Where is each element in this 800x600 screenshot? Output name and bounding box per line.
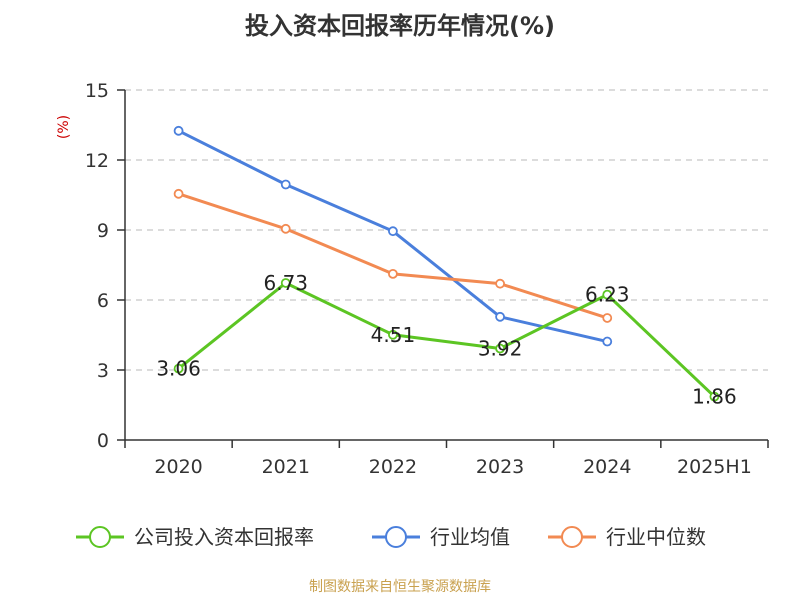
data-point bbox=[280, 278, 291, 288]
data-point bbox=[173, 188, 184, 199]
data-point bbox=[495, 343, 505, 354]
data-point bbox=[495, 278, 505, 289]
y-tick-label: 3 bbox=[97, 360, 109, 382]
x-tick-label: 2020 bbox=[154, 456, 202, 478]
legend: 公司投入资本回报率 行业均值 行业中位数 bbox=[76, 525, 706, 549]
chart-title: 投入资本回报率历年情况(%) bbox=[245, 12, 555, 40]
series-line bbox=[178, 192, 608, 320]
data-point bbox=[602, 336, 613, 347]
y-tick-label: 12 bbox=[85, 150, 109, 172]
data-label: 3.06 bbox=[156, 357, 201, 381]
legend-label: 行业均值 bbox=[430, 525, 510, 549]
legend-item[interactable]: 公司投入资本回报率 bbox=[76, 525, 314, 549]
data-label: 6.23 bbox=[585, 283, 630, 307]
data-label: 4.51 bbox=[371, 323, 416, 347]
legend-label: 行业中位数 bbox=[606, 525, 706, 549]
x-tick-label: 2022 bbox=[369, 456, 417, 478]
legend-item[interactable]: 行业均值 bbox=[372, 525, 510, 549]
data-point bbox=[602, 289, 613, 300]
y-tick-label: 9 bbox=[97, 220, 109, 242]
x-tick-label: 2023 bbox=[476, 456, 524, 478]
data-point bbox=[709, 391, 720, 402]
grid-lines bbox=[125, 89, 768, 371]
y-axis-unit: (%) bbox=[56, 115, 72, 139]
data-point bbox=[173, 363, 184, 374]
y-tick-label: 6 bbox=[97, 290, 109, 312]
y-tick-label: 15 bbox=[85, 80, 109, 102]
data-point bbox=[388, 329, 398, 340]
data-label: 6.73 bbox=[263, 271, 308, 295]
data-point bbox=[602, 313, 613, 323]
x-tick-label: 2024 bbox=[583, 456, 631, 478]
data-point bbox=[388, 268, 398, 279]
series-line bbox=[177, 129, 608, 343]
x-tick-label: 2025H1 bbox=[677, 456, 752, 478]
legend-marker bbox=[385, 526, 407, 548]
legend-item[interactable]: 行业中位数 bbox=[548, 525, 706, 549]
legend-marker bbox=[561, 526, 583, 548]
legend-label: 公司投入资本回报率 bbox=[134, 525, 314, 549]
data-point bbox=[388, 226, 398, 237]
data-point bbox=[173, 125, 184, 136]
legend-marker bbox=[89, 526, 111, 548]
axes: 0 3 6 9 12 15 (%) 2020 2021 2022 2023 2024 2025H1 bbox=[56, 80, 769, 478]
x-tick-label: 2021 bbox=[262, 456, 310, 478]
data-point bbox=[495, 311, 505, 322]
source-footer: 制图数据来自恒生聚源数据库 bbox=[309, 579, 491, 595]
data-point bbox=[280, 223, 291, 234]
data-label: 1.86 bbox=[692, 385, 737, 409]
data-label: 3.92 bbox=[478, 337, 523, 361]
data-point bbox=[280, 179, 291, 190]
series-line bbox=[177, 281, 716, 398]
series-lines bbox=[173, 125, 720, 402]
data-labels: 3.06 6.73 4.51 3.92 6.23 1.86 bbox=[156, 271, 736, 409]
y-tick-label: 0 bbox=[97, 430, 109, 452]
